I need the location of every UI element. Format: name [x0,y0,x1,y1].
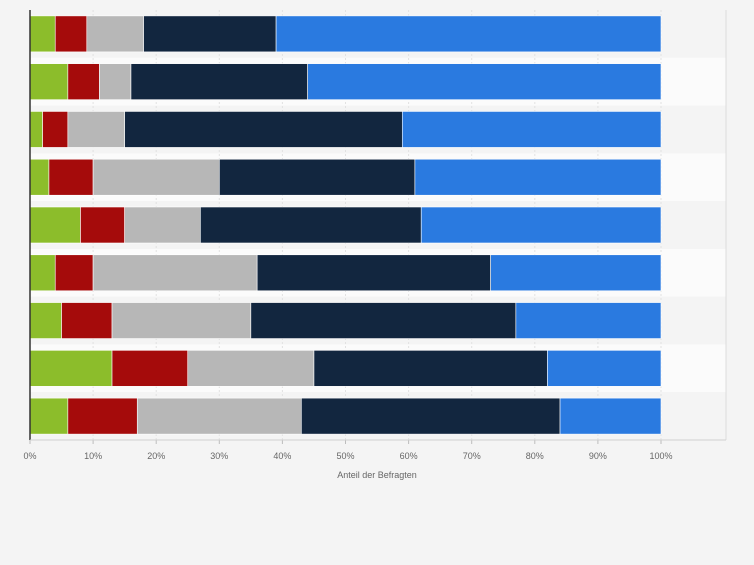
bar-segment-row3-series5 [401,111,662,148]
bar-segment-row4-series5 [414,158,662,196]
bar-segment-row9-series5 [559,397,662,435]
bar-segment-row4-series4 [219,158,416,196]
x-tick-labels: 0% 10% 20% 30% 40% 50% 60% 70% 80% 90% 100% [23,451,672,461]
bar-segment-row2-series3 [99,63,132,100]
bar-segment-row6-series3 [92,254,258,292]
bar-segment-row2-series2 [67,63,100,100]
x-tick-label: 30% [210,451,228,461]
bar-segment-row5-series4 [200,206,422,244]
bar-segment-row6-series1 [29,254,56,292]
bar-segment-row5-series3 [124,206,201,244]
x-tick-label: 60% [400,451,418,461]
bar-segment-row7-series2 [61,302,113,339]
bar-segment-row1-series1 [29,15,56,53]
bar-segment-row4-series2 [48,158,94,196]
bar-segment-row6-series4 [256,254,491,292]
bar-segment-row9-series2 [67,397,138,435]
x-tick-label: 20% [147,451,165,461]
bar-segment-row7-series5 [515,302,662,339]
bar-segment-row8-series1 [29,350,113,387]
bar-segment-row5-series5 [420,206,662,244]
bar-segment-row8-series5 [547,350,662,387]
bar-segment-row2-series4 [130,63,308,100]
bar-segment-row8-series3 [187,350,315,387]
x-tick-label: 40% [273,451,291,461]
bars [29,15,662,435]
bar-segment-row9-series1 [29,397,69,435]
x-axis-title: Anteil der Befragten [337,470,417,480]
axes [29,10,726,441]
bar-segment-row9-series3 [136,397,302,435]
bar-segment-row8-series2 [111,350,189,387]
bar-segment-row1-series3 [86,15,144,53]
x-tick-label: 10% [84,451,102,461]
bar-segment-row9-series4 [301,397,561,435]
bar-segment-row3-series1 [29,111,43,148]
bar-segment-row7-series3 [111,302,252,339]
x-tick-label: 70% [463,451,481,461]
bar-segment-row1-series2 [54,15,88,53]
bar-segment-row6-series5 [490,254,662,292]
bar-segment-row7-series1 [29,302,62,339]
bar-segment-row2-series5 [307,63,662,100]
bar-segment-row5-series1 [29,206,81,244]
bar-segment-row3-series2 [42,111,69,148]
bar-segment-row8-series4 [313,350,548,387]
bar-segment-row5-series2 [80,206,125,244]
bar-segment-row3-series3 [67,111,125,148]
x-tick-label: 50% [336,451,354,461]
bar-segment-row7-series4 [250,302,517,339]
bar-segment-row3-series4 [124,111,403,148]
gridlines [29,10,727,444]
bar-segment-row6-series2 [54,254,94,292]
x-tick-label: 0% [23,451,36,461]
bar-segment-row1-series5 [275,15,662,53]
x-tick-label: 90% [589,451,607,461]
bar-segment-row4-series3 [92,158,220,196]
x-tick-label: 80% [526,451,544,461]
bar-segment-row2-series1 [29,63,69,100]
bar-segment-row4-series1 [29,158,50,196]
x-tick-label: 100% [649,451,672,461]
bar-segment-row1-series4 [143,15,277,53]
